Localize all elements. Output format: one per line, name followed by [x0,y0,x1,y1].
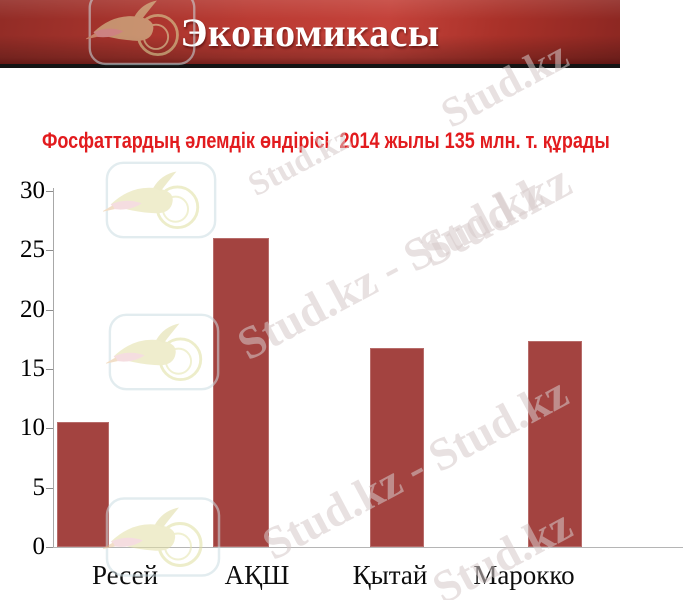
y-tick [46,547,53,548]
y-tick [46,309,53,311]
bar-3 [370,347,424,547]
y-tick [46,487,53,489]
y-tick [46,250,53,252]
y-axis-line [53,188,54,548]
y-tick-label: 25 [20,236,45,264]
x-category-label: Ресей [91,560,159,590]
page-title: Экономикасы [180,10,440,55]
y-tick [46,428,53,430]
chart-title: Фосфаттардың әлемдік өндірісі 2014 жылы … [42,128,610,153]
bar-2 [213,238,269,547]
bar-1 [57,422,109,547]
y-tick [46,369,53,370]
x-category-label: Марокко [473,560,575,590]
x-axis-line [53,547,683,548]
banner-underline [0,64,620,68]
y-tick-label: 20 [20,295,45,323]
bar-4 [528,340,582,547]
y-tick-label: 10 [20,414,45,442]
y-tick [46,191,53,192]
x-category-label: Қытай [352,560,428,590]
y-tick-label: 15 [20,355,45,382]
y-tick-label: 0 [32,533,46,560]
y-tick-label: 30 [20,177,45,204]
x-category-label: АҚШ [224,560,290,590]
y-tick-label: 5 [32,473,46,501]
